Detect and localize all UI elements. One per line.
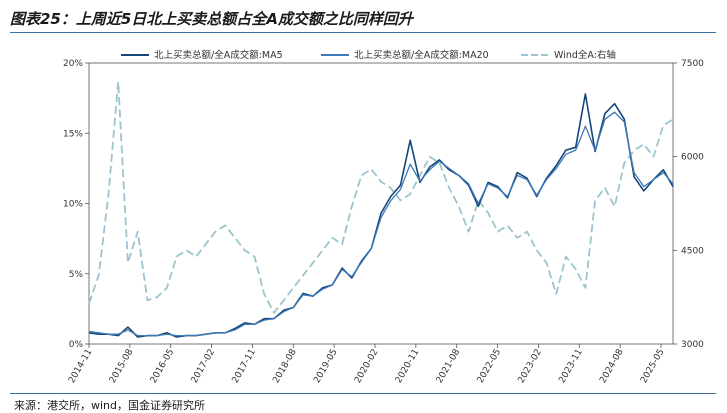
x-tick-label: 2021-08 — [435, 347, 463, 385]
plot-frame — [88, 62, 674, 345]
right-tick-label: 7500 — [681, 59, 704, 69]
x-tick-label: 2019-05 — [312, 348, 339, 386]
x-tick-label: 2020-11 — [394, 348, 421, 386]
legend-label-2: Wind全A:右轴 — [554, 49, 616, 61]
left-tick-label: 10% — [63, 200, 83, 210]
series-line-1 — [88, 111, 674, 337]
x-tick-label: 2018-08 — [271, 347, 299, 385]
x-tick-label: 2014-11 — [67, 348, 94, 386]
source-note: 来源：港交所，wind，国金证券研究所 — [14, 399, 206, 412]
legend: 北上买卖总额/全A成交额:MA5 北上买卖总额/全A成交额:MA20 Wind全A:… — [121, 49, 616, 61]
chart-title: 图表25：上周近5日北上买卖总额占全A成交额之比同样回升 — [10, 10, 413, 28]
left-tick-label: 15% — [63, 129, 83, 139]
x-tick-label: 2023-11 — [557, 348, 584, 386]
line-chart: 0% 5% 10% 15% 20% 3000 4500 6000 7500 2014-11 2015… — [63, 49, 704, 385]
x-tick-label: 2017-02 — [190, 348, 217, 386]
right-tick-label: 4500 — [681, 246, 704, 256]
x-tick-label: 2020-02 — [353, 348, 380, 386]
x-tick-label: 2025-05 — [639, 348, 666, 386]
left-tick-label: 5% — [69, 270, 84, 280]
left-tick-label: 0% — [69, 340, 84, 350]
x-tick-label: 2015-08 — [108, 347, 136, 385]
series-layer — [88, 80, 674, 338]
source-divider — [10, 393, 716, 394]
left-tick-label: 20% — [63, 59, 83, 69]
x-tick-label: 2024-08 — [598, 347, 626, 385]
x-tick-label: 2022-05 — [476, 347, 503, 385]
right-tick-label: 3000 — [681, 340, 704, 350]
legend-label-1: 北上买卖总额/全A成交额:MA20 — [354, 49, 489, 61]
title-divider — [10, 32, 716, 33]
legend-label-0: 北上买卖总额/全A成交额:MA5 — [154, 49, 283, 61]
axes-layer: 0% 5% 10% 15% 20% 3000 4500 6000 7500 2014-11 2015… — [63, 59, 704, 385]
x-tick-label: 2017-11 — [231, 348, 258, 386]
x-tick-label: 2016-05 — [149, 348, 176, 386]
x-tick-label: 2023-02 — [517, 348, 544, 386]
right-tick-label: 6000 — [681, 153, 704, 163]
series-line-2 — [88, 80, 674, 314]
series-line-0 — [88, 93, 674, 338]
